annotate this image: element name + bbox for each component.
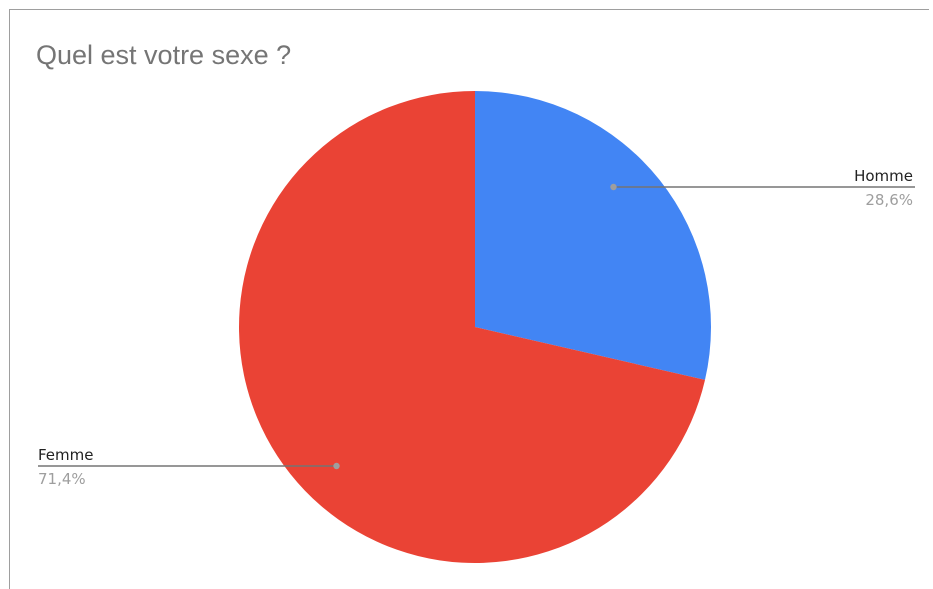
slice-label-femme: Femme bbox=[38, 446, 94, 464]
leader-dot-homme bbox=[610, 184, 616, 190]
slice-label-homme: Homme bbox=[854, 167, 913, 185]
leader-dot-femme bbox=[333, 463, 339, 469]
slice-percent-homme: 28,6% bbox=[865, 191, 913, 209]
slice-percent-femme: 71,4% bbox=[38, 470, 86, 488]
